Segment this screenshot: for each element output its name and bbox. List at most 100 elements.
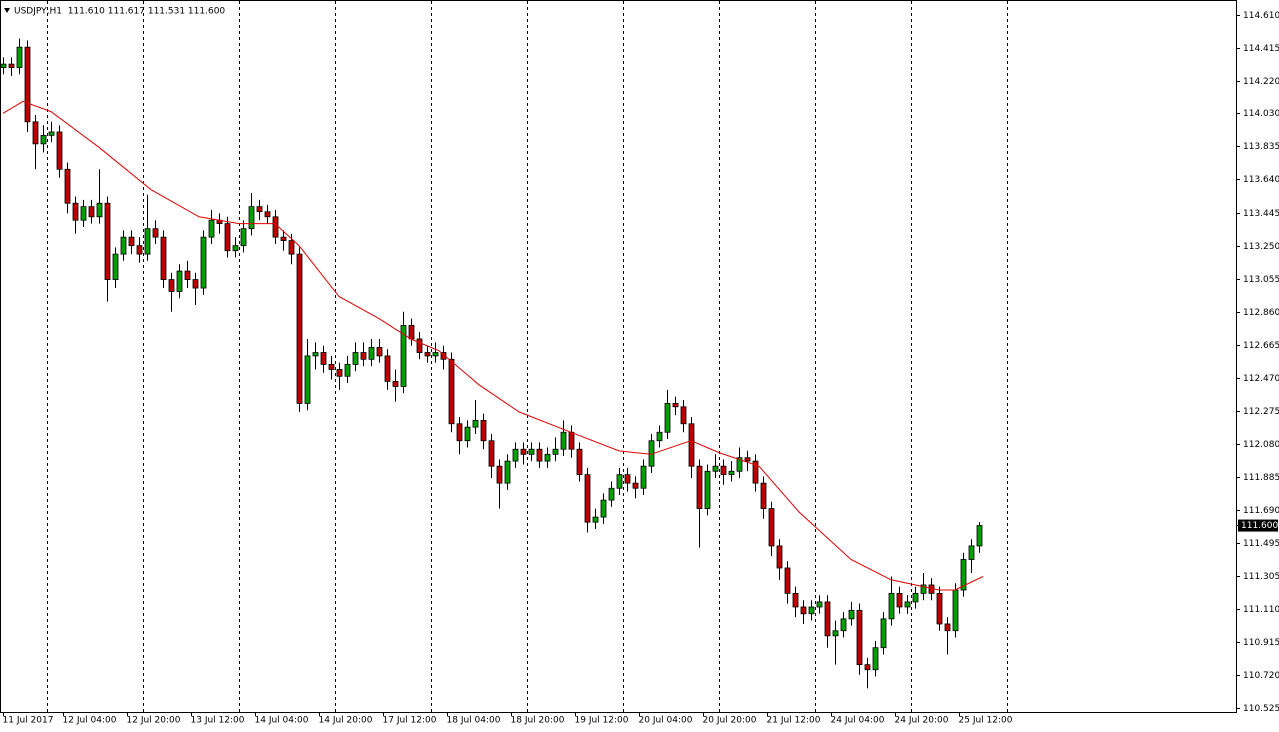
candle-body: [328, 363, 335, 370]
candle-body: [464, 426, 471, 442]
candle-body: [584, 474, 591, 523]
candle-body: [560, 431, 567, 450]
candle-body: [536, 448, 543, 462]
candle-body: [760, 482, 767, 509]
y-tick-label: 110.525: [1243, 704, 1279, 714]
candle-body: [568, 431, 575, 450]
y-tick-label: 112.665: [1243, 341, 1279, 351]
candle-body: [848, 609, 855, 620]
candle-body: [608, 487, 615, 501]
candle-body: [64, 168, 71, 204]
candle-body: [512, 448, 519, 462]
y-tick-label: 113.055: [1243, 275, 1279, 285]
candle-body: [480, 419, 487, 442]
x-tick-label: 19 Jul 12:00: [575, 716, 629, 726]
candle-body: [296, 253, 303, 404]
candle-body: [632, 482, 639, 489]
x-tick-label: 14 Jul 04:00: [255, 716, 309, 726]
candle-body: [120, 236, 127, 255]
candle-body: [664, 403, 671, 433]
candle-body: [544, 453, 551, 462]
y-tick-label: 113.835: [1243, 142, 1279, 152]
x-tick-label: 24 Jul 20:00: [895, 716, 949, 726]
candle-body: [96, 202, 103, 218]
candle-body: [600, 499, 607, 518]
candle-body: [720, 465, 727, 476]
candle-body: [32, 121, 39, 145]
x-tick-label: 24 Jul 04:00: [831, 716, 885, 726]
candle-body: [952, 589, 959, 632]
candle-body: [640, 465, 647, 489]
candle-body: [8, 63, 15, 68]
candle-body: [368, 347, 375, 360]
candle-body: [912, 593, 919, 603]
x-tick-label: 18 Jul 04:00: [447, 716, 501, 726]
x-tick-label: 17 Jul 12:00: [383, 716, 437, 726]
candle-body: [224, 223, 231, 252]
candle-body: [232, 245, 239, 252]
x-tick-label: 20 Jul 20:00: [703, 716, 757, 726]
candle-body: [400, 324, 407, 387]
candle-body: [0, 63, 7, 68]
candle-body: [696, 465, 703, 509]
candle-body: [792, 593, 799, 608]
x-tick-label: 11 Jul 2017: [3, 716, 54, 726]
candle-body: [936, 593, 943, 625]
candle-body: [144, 228, 151, 255]
candle-body: [920, 584, 927, 594]
candle-body: [624, 474, 631, 484]
candle-body: [320, 352, 327, 365]
candle-body: [384, 355, 391, 382]
moving-average-line: [2, 100, 984, 591]
candle-body: [800, 606, 807, 615]
candle-body: [680, 406, 687, 425]
candle-body: [856, 609, 863, 666]
plot-frame: [0, 0, 1237, 713]
candle-body: [416, 338, 423, 353]
last-price-label: 111.600: [1241, 521, 1278, 531]
y-tick-label: 112.860: [1243, 308, 1279, 318]
candle-body: [944, 623, 951, 632]
y-tick-label: 114.415: [1243, 44, 1279, 54]
candle-body: [592, 516, 599, 523]
candle-body: [344, 363, 351, 377]
y-tick-label: 113.250: [1243, 242, 1279, 252]
candle-body: [432, 352, 439, 357]
candle-body: [656, 431, 663, 442]
candle-body: [240, 228, 247, 247]
x-tick-label: 20 Jul 04:00: [639, 716, 693, 726]
y-tick-label: 114.030: [1243, 109, 1279, 119]
candle-body: [168, 279, 175, 292]
candle-body: [376, 347, 383, 357]
y-tick-label: 111.495: [1243, 539, 1279, 549]
candle-body: [272, 216, 279, 238]
candle-body: [832, 630, 839, 637]
candle-body: [528, 448, 535, 455]
candle-body: [304, 355, 311, 404]
candle-body: [488, 440, 495, 467]
candle-body: [448, 358, 455, 425]
candle-body: [864, 664, 871, 671]
candle-body: [496, 465, 503, 484]
candle-body: [576, 448, 583, 476]
y-tick-label: 114.220: [1243, 77, 1279, 87]
candle-body: [888, 593, 895, 620]
y-tick-label: 112.080: [1243, 440, 1279, 450]
candle-body: [56, 131, 63, 170]
x-tick-label: 21 Jul 12:00: [767, 716, 821, 726]
candle-body: [880, 618, 887, 649]
candle-body: [776, 545, 783, 569]
candle-body: [768, 508, 775, 547]
candle-body: [160, 236, 167, 280]
candle-body: [264, 211, 271, 218]
candle-body: [40, 134, 47, 145]
candle-body: [408, 324, 415, 340]
candle-body: [192, 279, 199, 289]
x-tick-label: 14 Jul 20:00: [319, 716, 373, 726]
candle-body: [872, 647, 879, 671]
candle-body: [184, 270, 191, 280]
candle-body: [288, 240, 295, 255]
candle-body: [424, 352, 431, 357]
candle-body: [728, 470, 735, 476]
